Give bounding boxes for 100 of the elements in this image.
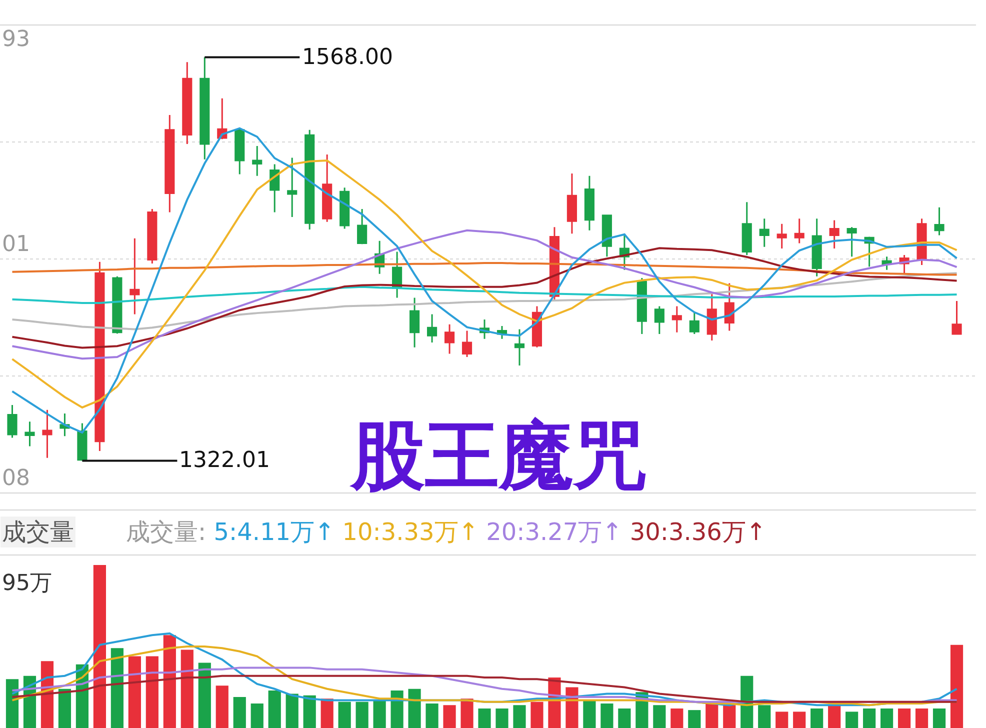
candlestick [410, 296, 420, 348]
annotation: 1568.00 [302, 45, 393, 70]
bar [146, 656, 158, 728]
bar [776, 712, 788, 728]
candlestick [636, 277, 647, 335]
bar [286, 694, 298, 728]
bar [723, 705, 736, 728]
bar [915, 708, 928, 728]
bar [6, 679, 19, 728]
candlestick [426, 314, 438, 344]
candlestick [130, 238, 140, 316]
candlestick [252, 145, 262, 177]
bar [408, 688, 421, 728]
bar [618, 708, 631, 728]
candlestick [444, 324, 455, 355]
bar [233, 697, 246, 728]
bar [320, 698, 334, 728]
text: 股王魔咒 [349, 413, 647, 499]
bar [898, 708, 911, 728]
bar [478, 708, 491, 728]
annotation: 01 [2, 232, 30, 257]
bar [93, 565, 106, 728]
text: 30:3.36万↑ [630, 518, 766, 546]
bar [338, 702, 351, 728]
candlestick [357, 208, 368, 245]
candlestick [514, 328, 525, 366]
bar [670, 708, 684, 728]
candlestick [304, 129, 315, 230]
candlestick [322, 154, 332, 223]
bar [268, 690, 281, 728]
candlestick [672, 305, 682, 334]
bar [110, 648, 124, 728]
annotation: 1322.01 [179, 448, 270, 473]
bar [846, 712, 858, 728]
bar [810, 708, 824, 728]
text: 成交量: [126, 518, 206, 546]
bar [128, 656, 141, 728]
candlestick [200, 56, 210, 160]
bar [653, 705, 666, 728]
annotation: 95万 [2, 571, 52, 596]
bar [163, 635, 176, 728]
bar [356, 702, 368, 728]
candlestick [270, 163, 280, 213]
bar [530, 702, 544, 728]
bar [513, 705, 526, 728]
candlestick [934, 206, 944, 236]
candlestick [829, 220, 840, 250]
candlestick [94, 261, 105, 452]
candlestick [147, 208, 158, 264]
bar [460, 698, 474, 728]
candlestick [234, 128, 245, 176]
bar [198, 662, 211, 728]
text: 93 [2, 27, 30, 52]
text: 5:4.11万↑ [214, 518, 335, 546]
text: 08 [2, 466, 30, 491]
bar [58, 688, 72, 728]
bar [950, 644, 964, 728]
candlestick [706, 292, 717, 342]
bar [443, 705, 456, 728]
bar [426, 704, 438, 728]
bar [373, 700, 386, 728]
candlestick [42, 409, 52, 459]
candlestick [24, 420, 35, 447]
bar [932, 708, 946, 728]
candlestick [182, 61, 192, 145]
text: 10:3.33万↑ [342, 518, 478, 546]
text: 20:3.27万↑ [486, 518, 622, 546]
bar [216, 686, 228, 728]
candlestick [77, 422, 88, 462]
candlestick [812, 218, 822, 278]
candlestick [952, 300, 962, 335]
bar [496, 708, 508, 728]
bar [303, 695, 316, 728]
candlestick [846, 226, 857, 258]
bar [880, 708, 894, 728]
candlestick [759, 218, 770, 248]
candlestick [7, 404, 18, 438]
candlestick [340, 186, 350, 230]
bar [600, 704, 614, 728]
candlestick [112, 276, 122, 334]
candlestick [689, 312, 700, 335]
bar [688, 710, 701, 728]
bar [863, 708, 876, 728]
bar [793, 712, 806, 728]
candlestick [566, 172, 577, 234]
candlestick [654, 305, 664, 335]
candlestick [602, 214, 612, 258]
bar [828, 705, 841, 728]
bar [583, 700, 596, 728]
bar [758, 705, 771, 728]
candlestick [462, 330, 472, 358]
bar [180, 650, 194, 728]
candlestick [724, 282, 734, 332]
text: 成交量 [2, 518, 74, 546]
candlestick [794, 218, 804, 244]
bar [740, 676, 754, 728]
candlestick [776, 223, 787, 250]
candlestick [164, 114, 175, 213]
candlestick [584, 175, 594, 232]
candlestick [287, 156, 298, 218]
